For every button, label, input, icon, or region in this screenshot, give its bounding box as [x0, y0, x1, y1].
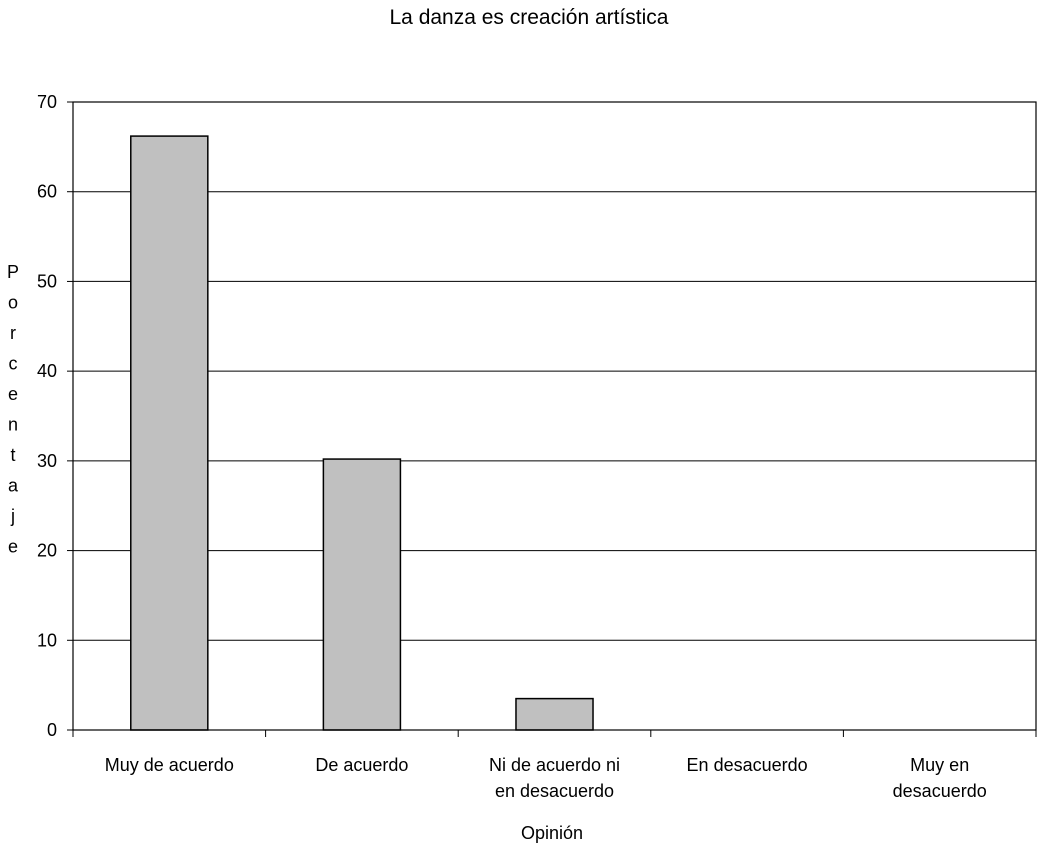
- y-tick-label-20: 20: [37, 541, 57, 561]
- y-tick-label-10: 10: [37, 630, 57, 650]
- y-axis-ticks: 0 10 20 30 40 50 60 70: [37, 92, 73, 740]
- chart-title: La danza es creación artística: [390, 6, 669, 29]
- x-tick-label-2: Ni de acuerdo ni en desacuerdo: [489, 755, 620, 801]
- plot-area-frame: [72, 101, 1037, 731]
- y-tick-label-30: 30: [37, 451, 57, 471]
- x-axis-ticks: Muy de acuerdo De acuerdo Ni de acuerdo ni…: [72, 730, 1037, 801]
- x-axis-label: Opinión: [521, 823, 583, 843]
- y-tick-label-50: 50: [37, 271, 57, 291]
- y-tick-label-70: 70: [37, 92, 57, 112]
- bars: [130, 135, 594, 731]
- x-tick-label-3: En desacuerdo: [687, 755, 808, 775]
- bar-0: [130, 135, 209, 731]
- x-tick-label-1: De acuerdo: [315, 755, 408, 775]
- y-tick-label-0: 0: [47, 720, 57, 740]
- x-tick-label-0: Muy de acuerdo: [105, 755, 234, 775]
- bar-1: [322, 458, 402, 731]
- y-tick-label-60: 60: [37, 182, 57, 202]
- y-tick-label-40: 40: [37, 361, 57, 381]
- gridlines: [73, 191, 1036, 641]
- x-tick-label-4: Muy en desacuerdo: [893, 755, 987, 801]
- bar-2: [515, 697, 594, 731]
